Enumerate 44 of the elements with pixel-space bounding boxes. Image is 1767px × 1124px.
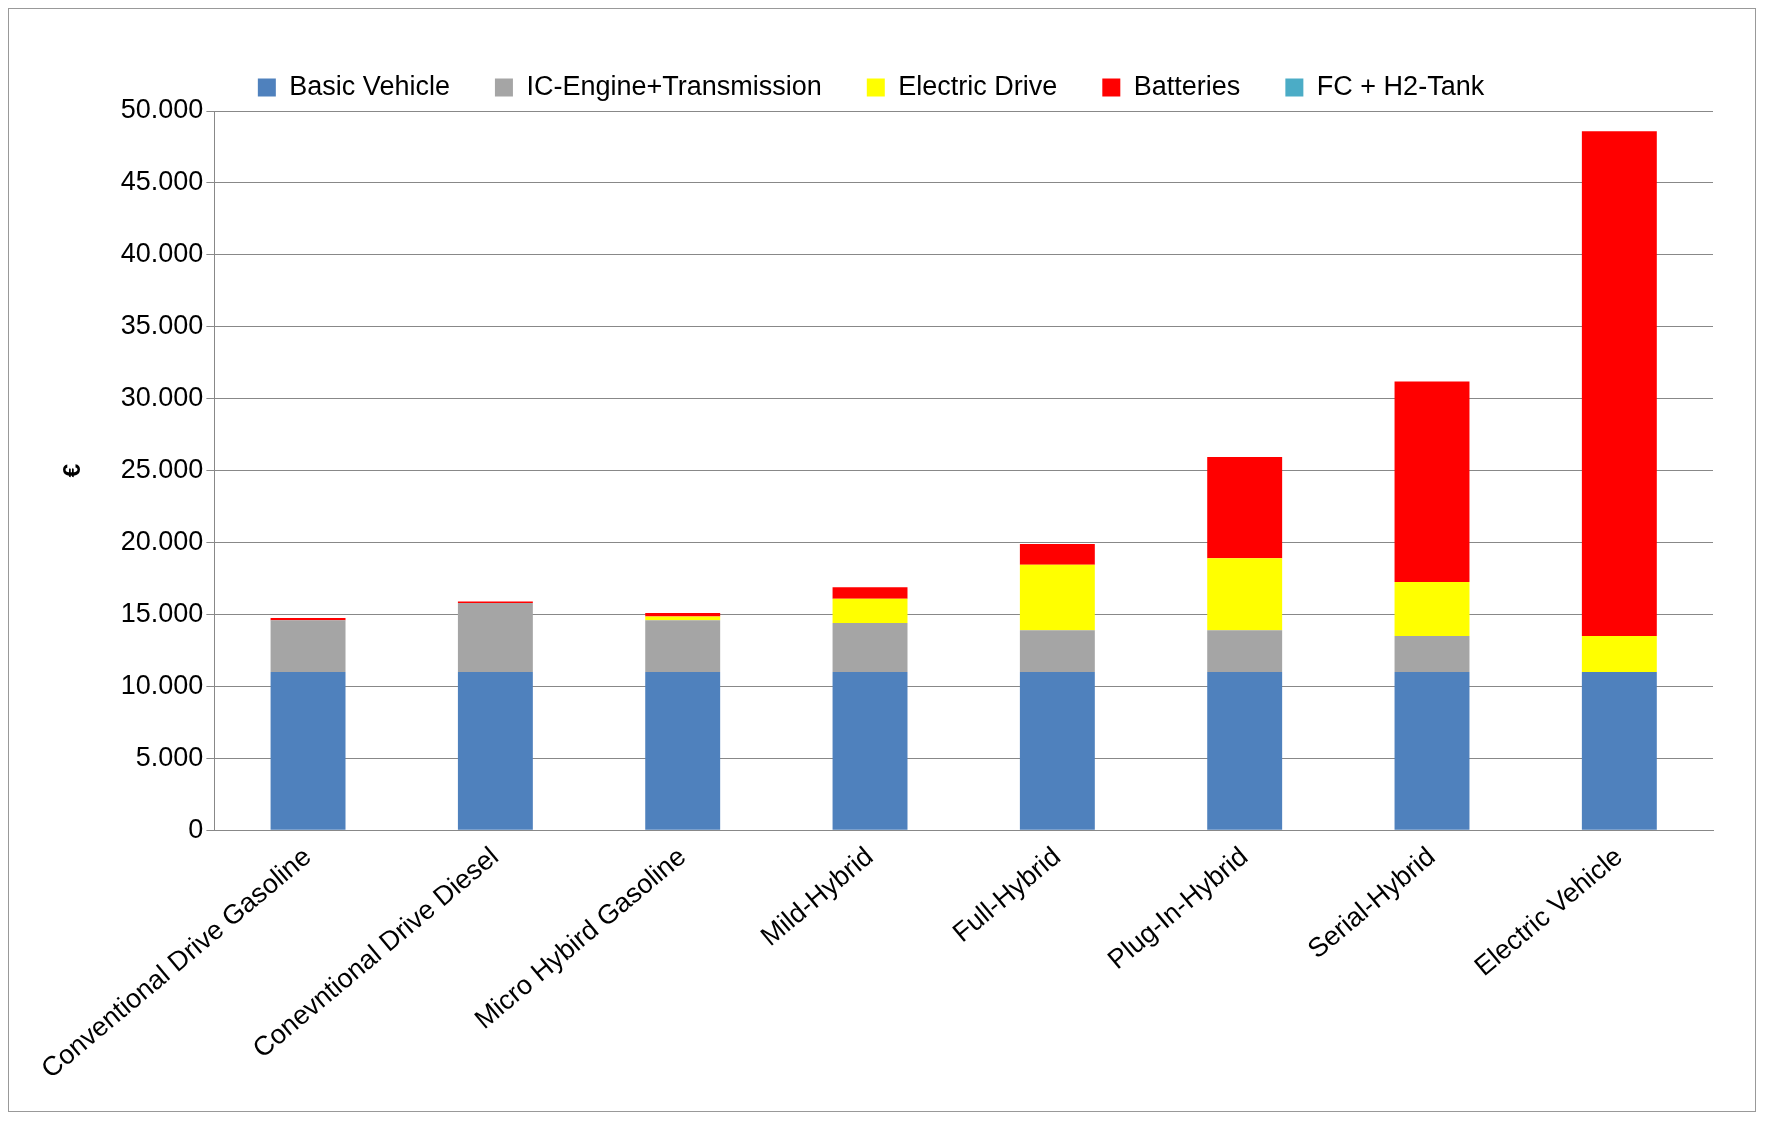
bar — [832, 598, 908, 624]
bar — [1394, 381, 1470, 583]
bar — [832, 623, 908, 672]
y-tick-label: 25.000 — [120, 454, 204, 485]
bar — [270, 620, 346, 672]
legend-label: FC + H2-Tank — [1316, 70, 1485, 101]
bar — [270, 618, 346, 621]
bar — [832, 587, 908, 599]
legend-label: IC-Engine+Transmission — [526, 70, 822, 101]
y-tick-label: 20.000 — [120, 525, 204, 556]
y-axis-title: € — [58, 463, 86, 478]
y-tick-label: 5.000 — [135, 741, 204, 772]
bar — [1394, 636, 1470, 672]
legend-label: Basic Vehicle — [289, 70, 450, 101]
bar — [1019, 543, 1095, 565]
bar — [645, 620, 721, 672]
bar — [1207, 672, 1283, 830]
bar — [270, 672, 346, 830]
bar — [1207, 630, 1283, 672]
legend-label: Batteries — [1133, 70, 1241, 101]
bar — [1581, 131, 1657, 637]
y-tick-label: 45.000 — [120, 166, 204, 197]
y-tick-label: 35.000 — [120, 310, 204, 341]
y-tick-label: 40.000 — [120, 238, 204, 269]
y-tick-label: 50.000 — [120, 94, 204, 125]
bar — [1581, 636, 1657, 672]
bar — [1207, 456, 1283, 559]
bar — [1394, 582, 1470, 637]
bar — [1019, 672, 1095, 830]
bar — [1019, 630, 1095, 672]
bar — [1019, 564, 1095, 631]
legend-label: Electric Drive — [898, 70, 1058, 101]
y-tick-label: 30.000 — [120, 382, 204, 413]
bar — [645, 672, 721, 830]
bar — [1581, 672, 1657, 830]
bar — [457, 672, 533, 830]
bar — [832, 672, 908, 830]
y-tick-label: 10.000 — [120, 669, 204, 700]
y-tick-label: 15.000 — [120, 597, 204, 628]
bar — [457, 602, 533, 672]
bar — [1207, 558, 1283, 631]
bar — [645, 613, 721, 617]
y-tick-label: 0 — [188, 813, 204, 844]
bar — [1394, 672, 1470, 830]
